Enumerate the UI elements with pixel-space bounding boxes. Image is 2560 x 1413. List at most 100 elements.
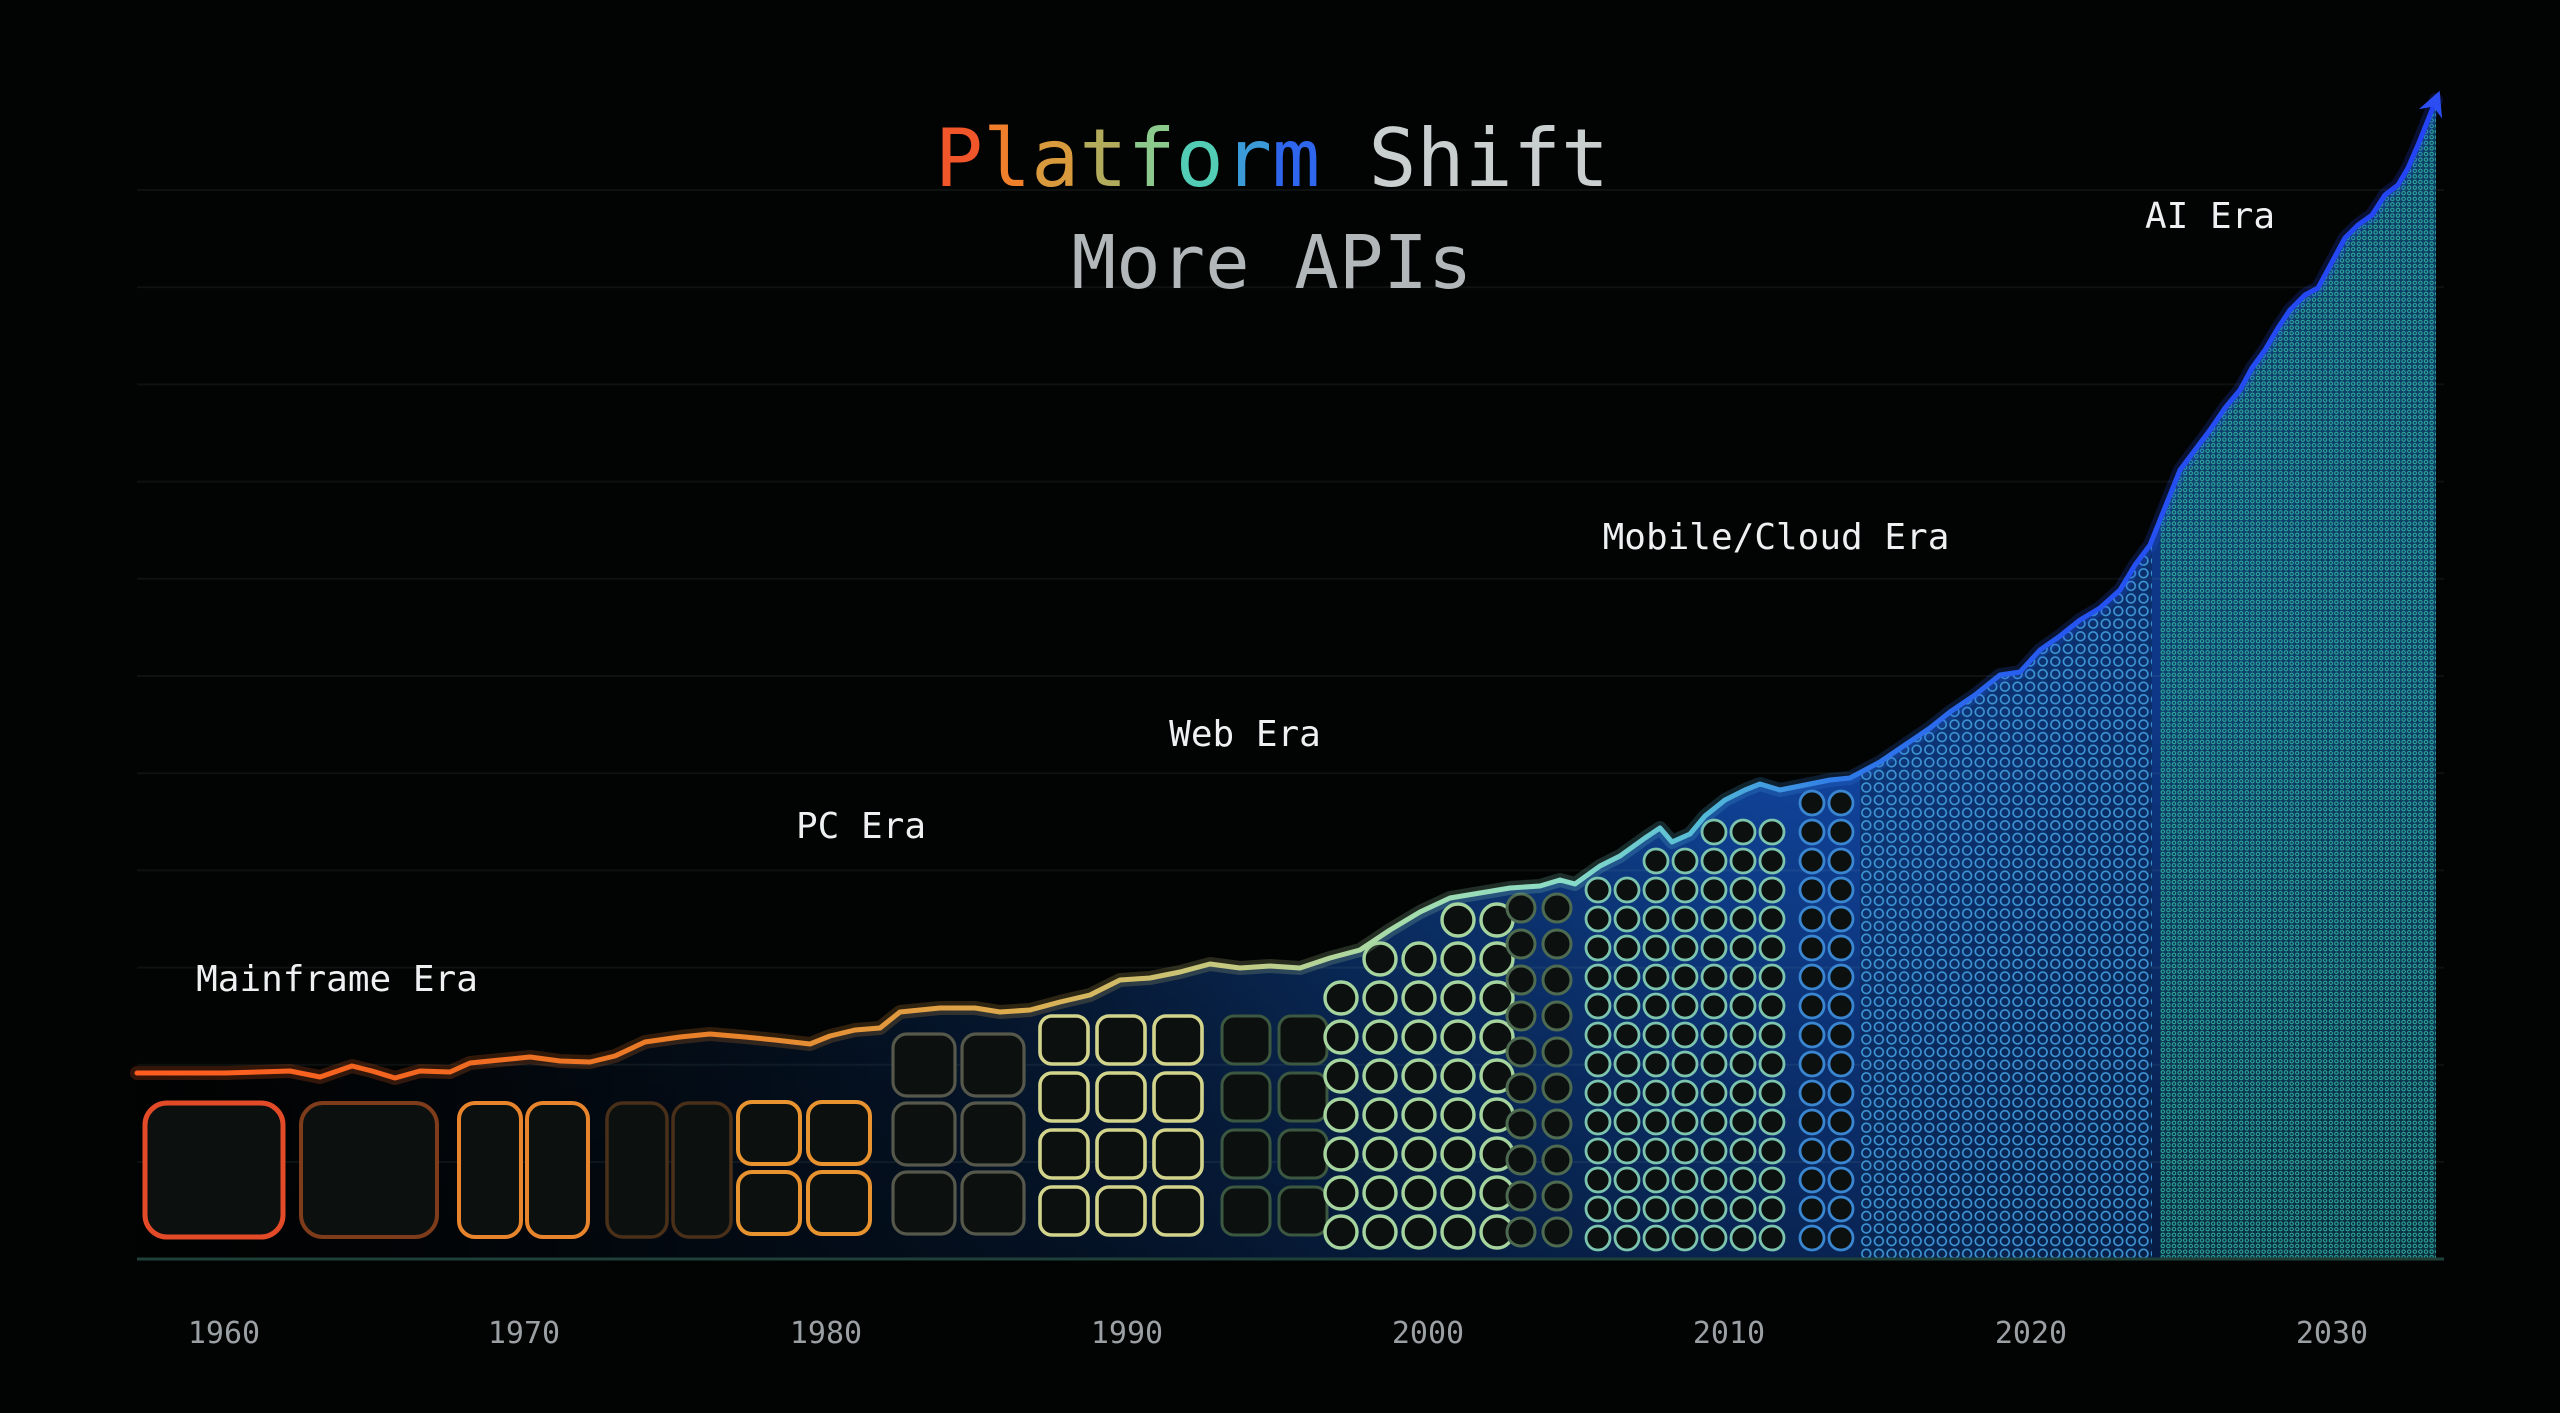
web-small-circle [1584, 934, 1612, 962]
web-small-circle [1700, 1108, 1728, 1136]
web-small-circle [1613, 1050, 1641, 1078]
web-small-circle [1700, 876, 1728, 904]
web-large-circle [1362, 1097, 1398, 1133]
web-small-circle [1642, 1166, 1670, 1194]
web-blue-circle [1798, 818, 1826, 846]
web-dim-circle [1541, 1108, 1573, 1140]
web-small-circle [1671, 1079, 1699, 1107]
web-small-circle [1584, 1021, 1612, 1049]
web-small-circle [1584, 905, 1612, 933]
web-blue-circle [1827, 1166, 1855, 1194]
page-title: Platform Shift [935, 112, 1609, 205]
web-blue-circle [1798, 963, 1826, 991]
web-small-circle [1729, 1050, 1757, 1078]
web-small-circle [1700, 1166, 1728, 1194]
pc-square [1095, 1071, 1147, 1123]
pc-square [1038, 1185, 1090, 1237]
web-small-circle [1642, 963, 1670, 991]
web-large-circle [1440, 1175, 1476, 1211]
web-dim-circle [1541, 1036, 1573, 1068]
web-small-circle [1642, 1224, 1670, 1252]
web-small-circle [1642, 847, 1670, 875]
web-small-circle [1613, 1137, 1641, 1165]
web-small-circle [1613, 992, 1641, 1020]
web-small-circle [1671, 1166, 1699, 1194]
web-small-circle [1700, 818, 1728, 846]
era-texture-web [1323, 789, 1855, 1252]
mainframe-square [525, 1101, 590, 1239]
web-blue-circle [1798, 934, 1826, 962]
pc-square [1220, 1185, 1272, 1237]
web-blue-circle [1827, 1050, 1855, 1078]
web-small-circle [1729, 963, 1757, 991]
web-large-circle [1362, 1175, 1398, 1211]
pc-square [1220, 1071, 1272, 1123]
x-tick-label: 2020 [1995, 1316, 2067, 1351]
web-large-circle [1323, 1214, 1359, 1250]
web-blue-circle [1827, 934, 1855, 962]
web-small-circle [1613, 1108, 1641, 1136]
web-large-circle [1362, 1019, 1398, 1055]
web-dim-circle [1541, 892, 1573, 924]
web-blue-circle [1798, 1079, 1826, 1107]
web-blue-circle [1798, 1137, 1826, 1165]
web-dim-circle [1541, 1072, 1573, 1104]
web-small-circle [1671, 992, 1699, 1020]
web-large-circle [1479, 941, 1515, 977]
web-small-circle [1758, 1108, 1786, 1136]
web-large-circle [1401, 1019, 1437, 1055]
web-small-circle [1700, 1137, 1728, 1165]
web-small-circle [1642, 1108, 1670, 1136]
mainframe-square [457, 1101, 523, 1239]
web-large-circle [1401, 1136, 1437, 1172]
web-small-circle [1700, 1224, 1728, 1252]
web-blue-circle [1798, 1021, 1826, 1049]
web-small-circle [1642, 992, 1670, 1020]
mainframe-square [671, 1101, 733, 1239]
pc-square [1152, 1185, 1204, 1237]
web-small-circle [1671, 905, 1699, 933]
web-dim-circle [1505, 1108, 1537, 1140]
web-blue-circle [1827, 992, 1855, 1020]
web-small-circle [1671, 1137, 1699, 1165]
web-large-circle [1440, 902, 1476, 938]
web-large-circle [1401, 1097, 1437, 1133]
web-large-circle [1401, 1175, 1437, 1211]
web-large-circle [1323, 1019, 1359, 1055]
web-small-circle [1671, 1108, 1699, 1136]
web-small-circle [1758, 876, 1786, 904]
web-small-circle [1642, 1021, 1670, 1049]
x-tick-label: 1970 [488, 1316, 560, 1351]
web-blue-circle [1798, 905, 1826, 933]
pc-square [1152, 1071, 1204, 1123]
web-dim-circle [1541, 1000, 1573, 1032]
web-large-circle [1323, 1058, 1359, 1094]
x-tick-label: 1980 [790, 1316, 862, 1351]
web-small-circle [1642, 876, 1670, 904]
web-small-circle [1729, 876, 1757, 904]
pc-square [1152, 1014, 1204, 1066]
pc-square [736, 1100, 802, 1166]
web-dim-circle [1505, 1144, 1537, 1176]
web-blue-circle [1827, 1079, 1855, 1107]
web-blue-circle [1827, 789, 1855, 817]
pc-square [891, 1170, 957, 1236]
web-small-circle [1584, 992, 1612, 1020]
web-large-circle [1401, 1058, 1437, 1094]
web-small-circle [1671, 1050, 1699, 1078]
pc-square [1277, 1128, 1329, 1180]
web-small-circle [1642, 934, 1670, 962]
page-subtitle: More APIs [1072, 220, 1473, 306]
web-large-circle [1323, 1097, 1359, 1133]
pc-square [1038, 1128, 1090, 1180]
x-tick-label: 1960 [188, 1316, 260, 1351]
web-small-circle [1729, 1021, 1757, 1049]
web-small-circle [1729, 1166, 1757, 1194]
x-tick-label: 2000 [1392, 1316, 1464, 1351]
web-small-circle [1700, 1050, 1728, 1078]
x-tick-label: 1990 [1091, 1316, 1163, 1351]
web-dim-circle [1505, 1036, 1537, 1068]
web-dim-circle [1541, 928, 1573, 960]
web-large-circle [1440, 980, 1476, 1016]
